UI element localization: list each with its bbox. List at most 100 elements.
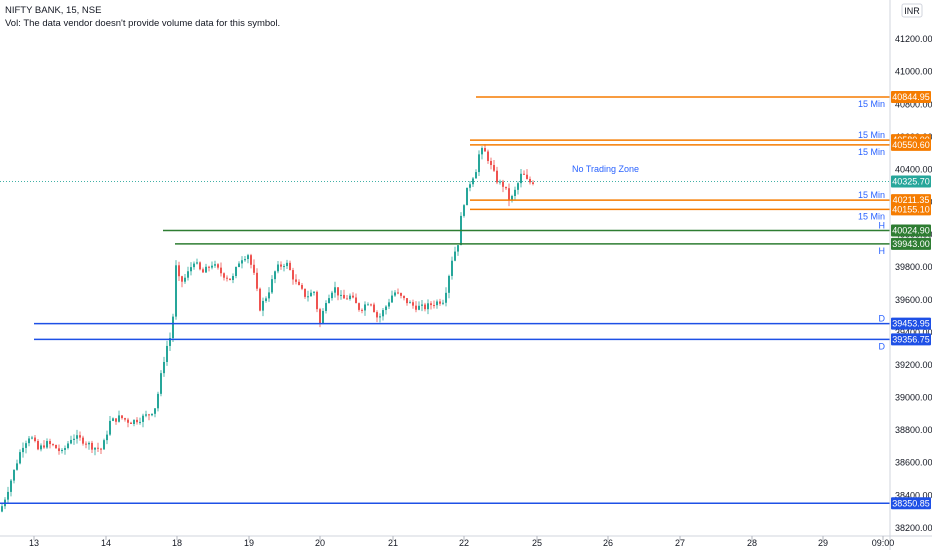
candle-body bbox=[409, 302, 411, 304]
price-tag bbox=[891, 237, 931, 250]
candle-body bbox=[235, 267, 237, 276]
price-tick-label: 38800.00 bbox=[895, 425, 932, 435]
candle-body bbox=[85, 443, 87, 445]
candle-body bbox=[193, 263, 195, 268]
time-tick-label: 14 bbox=[101, 538, 111, 548]
candle-body bbox=[283, 266, 285, 268]
candle-body bbox=[115, 418, 117, 422]
candle-body bbox=[523, 173, 525, 175]
candle-body bbox=[481, 148, 483, 155]
candle-body bbox=[367, 304, 369, 306]
candle-body bbox=[502, 181, 504, 187]
candle-body bbox=[280, 264, 282, 267]
candle-body bbox=[370, 304, 372, 306]
candle-body bbox=[43, 445, 45, 448]
candle-body bbox=[190, 267, 192, 272]
x-axis[interactable]: 13 14 18 19 20 21 22 25 26 27 28 29 09:00 bbox=[0, 535, 932, 548]
candle-body bbox=[241, 260, 243, 264]
symbol-title[interactable]: NIFTY BANK, 15, NSE bbox=[5, 5, 102, 16]
price-tag bbox=[891, 317, 931, 330]
candle-body bbox=[517, 183, 519, 190]
candle-body bbox=[121, 415, 123, 419]
currency-button[interactable] bbox=[901, 3, 923, 18]
currency-label[interactable]: INR bbox=[904, 6, 920, 16]
candle-body bbox=[454, 251, 456, 261]
candle-body bbox=[526, 174, 528, 179]
candle-body bbox=[247, 255, 249, 260]
candle-body bbox=[109, 420, 111, 435]
candle-body bbox=[160, 373, 162, 394]
price-tick-label: 39000.00 bbox=[895, 393, 932, 403]
candle-body bbox=[112, 418, 114, 421]
chart-legend: NIFTY BANK, 15, NSE Vol: The data vendor… bbox=[5, 4, 280, 30]
candle-body bbox=[256, 272, 258, 289]
candle-body bbox=[298, 281, 300, 286]
candle-body bbox=[349, 295, 351, 299]
candle-body bbox=[361, 309, 363, 311]
level-label: D bbox=[879, 341, 886, 351]
candle-body bbox=[214, 264, 216, 266]
price-tick-label: 38600.00 bbox=[895, 458, 932, 468]
candle-body bbox=[412, 302, 414, 306]
candle-body bbox=[205, 266, 207, 273]
candle-body bbox=[16, 463, 18, 470]
price-tag-label: 40325.70 bbox=[892, 177, 930, 187]
candle-body bbox=[337, 287, 339, 296]
candle-body bbox=[520, 173, 522, 184]
price-tick-label: 41200.00 bbox=[895, 34, 932, 44]
candle-body bbox=[310, 292, 312, 297]
candle-body bbox=[244, 259, 246, 261]
candle-body bbox=[70, 439, 72, 444]
candle-body bbox=[484, 148, 486, 152]
time-tick-label: 29 bbox=[818, 538, 828, 548]
candle-body bbox=[217, 264, 219, 268]
candle-body bbox=[319, 309, 321, 324]
candle-body bbox=[100, 448, 102, 450]
candle-body bbox=[427, 303, 429, 310]
price-tag-label: 38350.85 bbox=[892, 498, 930, 508]
price-tick-label: 39600.00 bbox=[895, 295, 932, 305]
candle-body bbox=[505, 186, 507, 189]
candle-body bbox=[259, 288, 261, 311]
candle-body bbox=[91, 442, 93, 450]
price-tick-label: 39200.00 bbox=[895, 360, 932, 370]
candle-body bbox=[10, 480, 12, 492]
level-label: 15 Min bbox=[858, 99, 885, 109]
candle-body bbox=[262, 300, 264, 311]
price-tag bbox=[891, 138, 931, 151]
y-axis[interactable]: INR 38200.00 38400.00 38600.00 38800.00 39000… bbox=[889, 0, 932, 550]
price-tick-label: 38400.00 bbox=[895, 490, 932, 500]
candle-body bbox=[316, 291, 318, 310]
candle-body bbox=[472, 178, 474, 185]
candle-body bbox=[220, 267, 222, 274]
candle-body bbox=[334, 287, 336, 293]
candle-body bbox=[103, 440, 105, 450]
candle-body bbox=[46, 441, 48, 448]
price-tag bbox=[891, 194, 931, 207]
candle-body bbox=[127, 419, 129, 423]
candle-body bbox=[379, 316, 381, 318]
candle-body bbox=[529, 178, 531, 183]
candle-body bbox=[451, 260, 453, 276]
candle-body bbox=[52, 444, 54, 446]
candle-body bbox=[19, 452, 21, 464]
candle-body bbox=[73, 438, 75, 440]
candle-body bbox=[88, 442, 90, 445]
candle-body bbox=[151, 413, 153, 416]
candle-body bbox=[394, 292, 396, 296]
price-tag-label: 40024.90 bbox=[892, 226, 930, 236]
candle-body bbox=[67, 443, 69, 449]
candle-body bbox=[94, 447, 96, 450]
candle-body bbox=[436, 301, 438, 306]
candle-body bbox=[49, 441, 51, 445]
price-tag-label: 40155.10 bbox=[892, 204, 930, 214]
candle-body bbox=[250, 255, 252, 265]
candle-body bbox=[79, 435, 81, 438]
level-label: D bbox=[879, 314, 886, 324]
candle-body bbox=[364, 304, 366, 311]
price-tag bbox=[891, 333, 931, 346]
candle-body bbox=[82, 437, 84, 444]
candle-body bbox=[439, 301, 441, 304]
